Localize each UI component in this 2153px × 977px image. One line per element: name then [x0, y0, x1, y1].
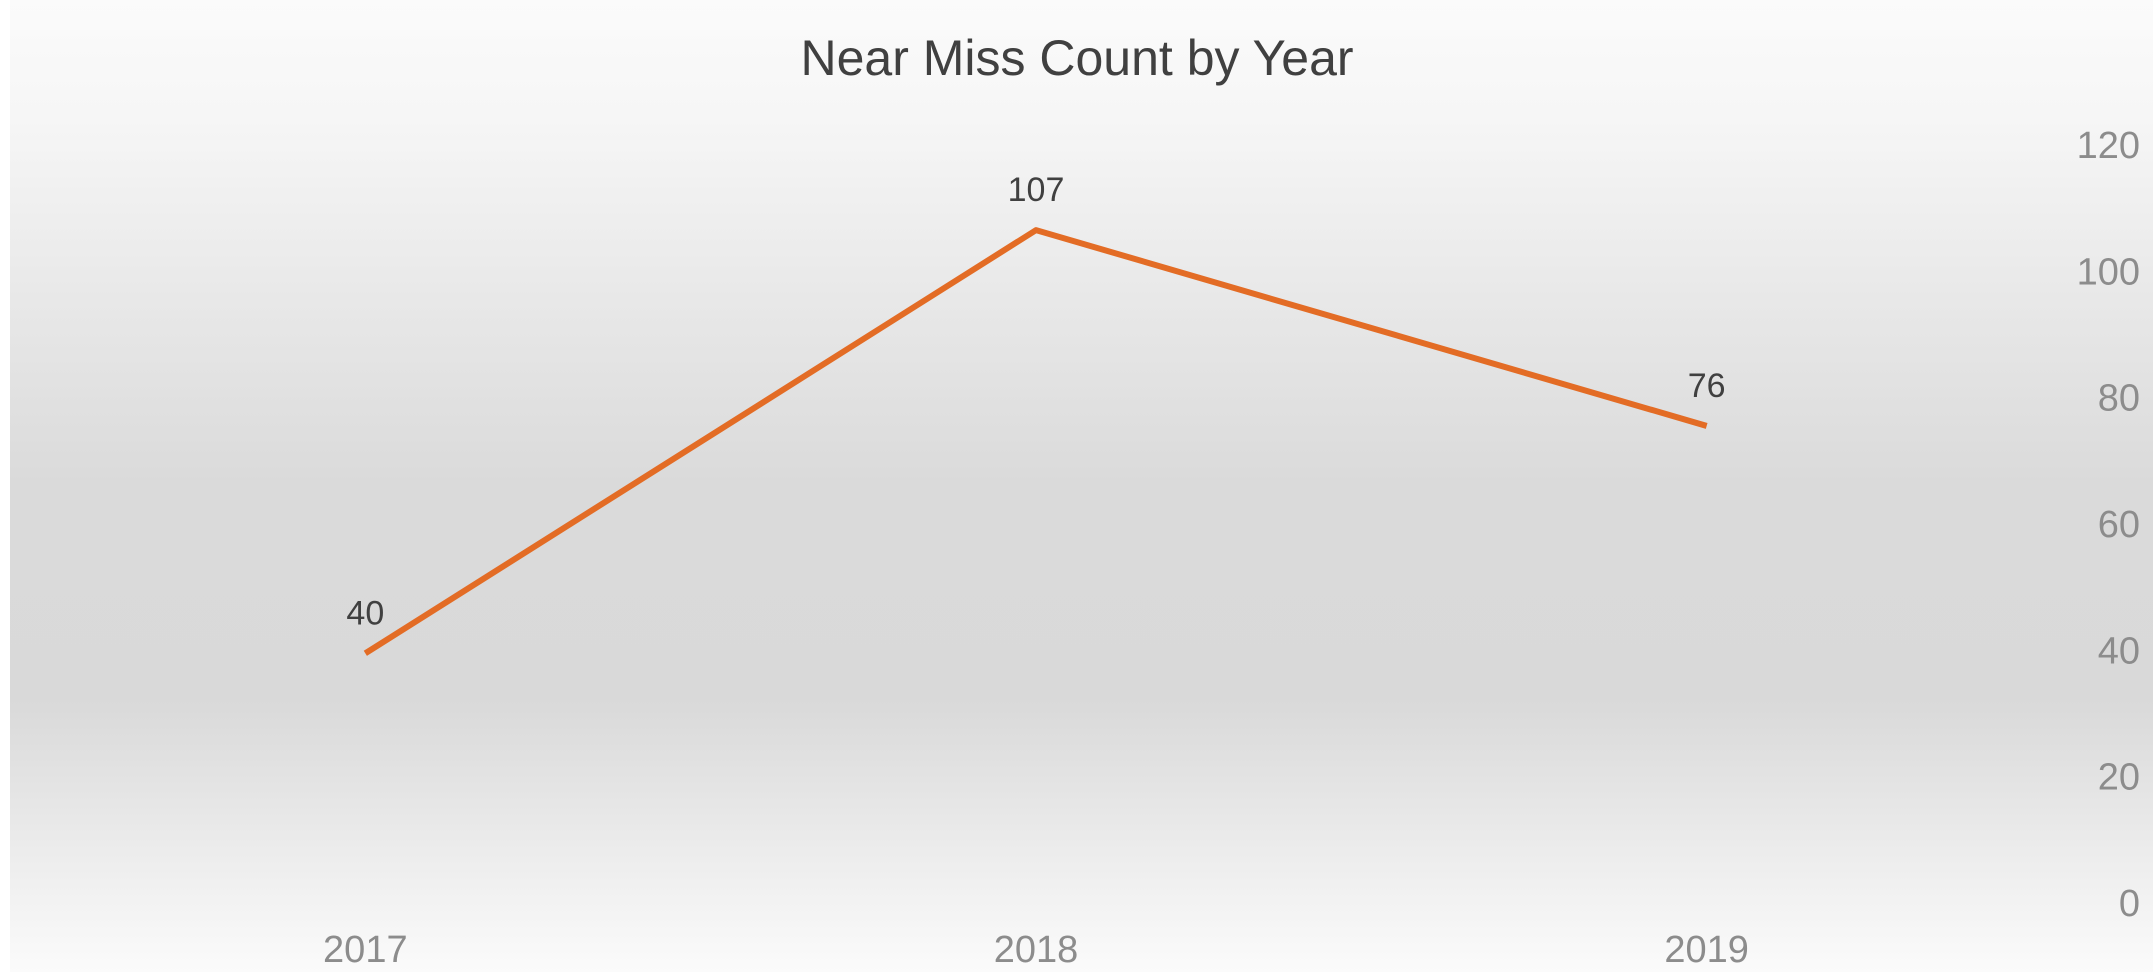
y-tick-label: 120: [2077, 125, 2140, 167]
data-label: 107: [1008, 171, 1065, 209]
chart-title: Near Miss Count by Year: [800, 30, 1353, 86]
line-series: [363, 227, 1708, 656]
y-tick-label: 20: [2098, 757, 2140, 799]
data-label: 40: [346, 594, 384, 632]
y-tick-label: 40: [2098, 630, 2140, 672]
y-tick-label: 0: [2119, 883, 2140, 925]
x-tick-label: 2019: [1664, 929, 1749, 971]
y-tick-label: 100: [2077, 251, 2140, 293]
x-tick-label: 2017: [323, 929, 408, 971]
x-tick-label: 2018: [994, 929, 1079, 971]
data-label: 76: [1688, 367, 1726, 405]
chart-background: [10, 0, 2153, 972]
y-tick-label: 60: [2098, 504, 2140, 546]
y-tick-label: 80: [2098, 378, 2140, 420]
